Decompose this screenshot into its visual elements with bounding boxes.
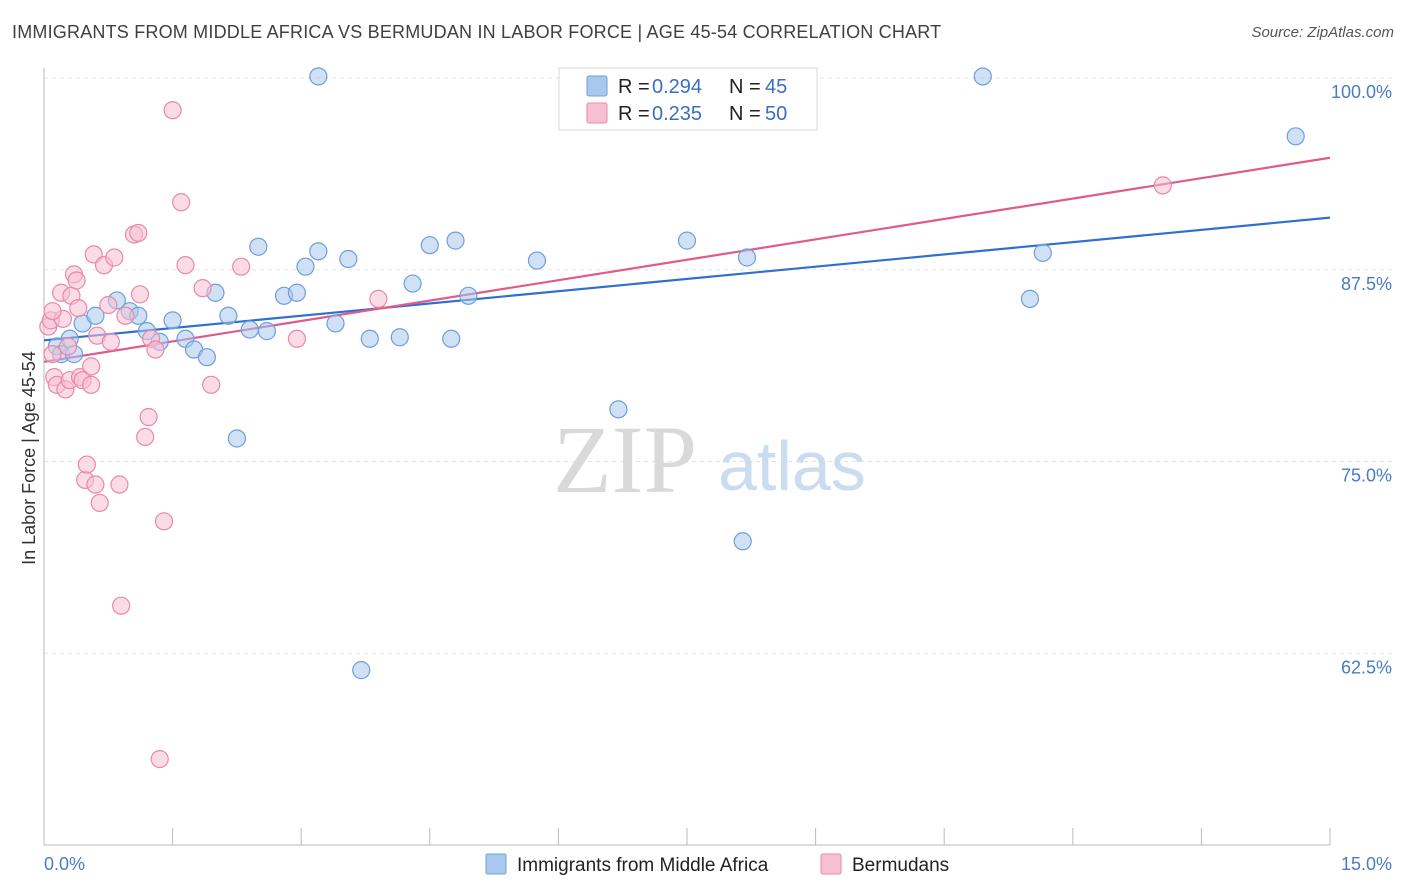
watermark-zip: ZIP <box>553 406 697 513</box>
bottom-legend-label-immigrants: Immigrants from Middle Africa <box>517 855 769 876</box>
point-immigrants-middle-africa <box>326 314 345 333</box>
point-bermudans <box>130 285 150 304</box>
point-immigrants-middle-africa <box>197 348 216 367</box>
point-bermudans <box>67 271 86 290</box>
bottom-legend: Immigrants from Middle Africa Bermudans <box>485 853 949 876</box>
point-bermudans <box>101 332 120 351</box>
point-bermudans <box>154 512 174 531</box>
point-bermudans <box>43 302 62 321</box>
point-bermudans <box>110 475 129 494</box>
watermark: ZIP atlas <box>553 406 866 513</box>
point-immigrants-middle-africa <box>227 429 246 448</box>
point-immigrants-middle-africa <box>296 257 315 276</box>
trend-line-immigrants-middle-africa <box>43 216 1331 342</box>
legend-r-label-immigrants: R = <box>618 76 650 98</box>
point-immigrants-middle-africa <box>309 242 328 261</box>
watermark-atlas: atlas <box>718 427 866 505</box>
bottom-legend-label-bermudans: Bermudans <box>852 855 949 876</box>
point-immigrants-middle-africa <box>1033 243 1052 262</box>
point-bermudans <box>163 101 182 120</box>
point-immigrants-middle-africa <box>219 306 238 325</box>
x-tick-label-min: 0.0% <box>44 854 85 874</box>
point-immigrants-middle-africa <box>420 236 439 255</box>
point-bermudans <box>139 407 158 427</box>
point-immigrants-middle-africa <box>677 231 697 250</box>
legend-n-value-bermudans: 50 <box>765 103 787 125</box>
point-bermudans <box>136 427 155 447</box>
y-tick-label: 62.5% <box>1341 657 1392 677</box>
point-immigrants-middle-africa <box>527 251 547 270</box>
point-bermudans <box>105 248 124 267</box>
point-immigrants-middle-africa <box>309 67 328 86</box>
point-bermudans <box>287 329 307 348</box>
legend-n-value-immigrants: 45 <box>765 76 787 98</box>
data-points <box>39 67 1305 769</box>
point-bermudans <box>86 475 105 494</box>
y-tick-labels: 62.5% 75.0% 87.5% 100.0% <box>1331 82 1392 677</box>
point-bermudans <box>82 357 101 376</box>
point-immigrants-middle-africa <box>446 231 465 250</box>
point-immigrants-middle-africa <box>390 328 409 347</box>
gridlines <box>44 77 1392 654</box>
point-immigrants-middle-africa <box>737 248 757 267</box>
y-tick-label: 100.0% <box>1331 82 1392 102</box>
point-bermudans <box>99 295 118 315</box>
point-bermudans <box>172 193 191 212</box>
legend-r-value-bermudans: 0.235 <box>652 103 702 125</box>
point-bermudans <box>129 223 148 243</box>
point-immigrants-middle-africa <box>733 532 752 551</box>
point-immigrants-middle-africa <box>1286 127 1305 146</box>
point-immigrants-middle-africa <box>352 661 371 680</box>
legend-n-label-bermudans: N = <box>729 103 761 125</box>
point-immigrants-middle-africa <box>249 237 268 256</box>
point-bermudans <box>176 256 195 275</box>
point-immigrants-middle-africa <box>86 306 105 325</box>
point-immigrants-middle-africa <box>240 320 259 339</box>
point-bermudans <box>90 493 109 513</box>
point-immigrants-middle-africa <box>609 400 628 419</box>
bottom-legend-swatch-immigrants <box>485 853 507 875</box>
point-bermudans <box>116 306 135 325</box>
point-immigrants-middle-africa <box>1020 289 1040 308</box>
point-bermudans <box>232 257 251 276</box>
legend-r-value-immigrants: 0.294 <box>652 76 702 98</box>
point-bermudans <box>369 289 388 308</box>
legend-swatch-immigrants <box>586 75 608 97</box>
x-ticks <box>43 828 1331 845</box>
point-bermudans <box>150 749 169 769</box>
y-tick-label: 75.0% <box>1341 466 1392 486</box>
source-label: Source: ZipAtlas.com <box>1251 24 1394 41</box>
point-bermudans <box>77 455 96 474</box>
point-immigrants-middle-africa <box>459 286 478 305</box>
point-immigrants-middle-africa <box>442 329 461 348</box>
point-immigrants-middle-africa <box>403 274 422 293</box>
point-bermudans <box>202 375 221 394</box>
legend-box: R = 0.294 N = 45 R = 0.235 N = 50 <box>558 67 818 131</box>
point-immigrants-middle-africa <box>163 311 182 330</box>
point-bermudans <box>1153 176 1172 195</box>
bottom-legend-swatch-bermudans <box>820 853 842 875</box>
legend-n-label-immigrants: N = <box>729 76 761 98</box>
point-bermudans <box>69 299 88 318</box>
x-tick-label-max: 15.0% <box>1341 854 1392 874</box>
y-tick-label: 87.5% <box>1341 274 1392 294</box>
point-bermudans <box>112 596 131 615</box>
point-bermudans <box>193 279 212 298</box>
y-axis-label: In Labor Force | Age 45-54 <box>19 351 39 565</box>
point-immigrants-middle-africa <box>257 322 277 341</box>
point-bermudans <box>43 345 62 364</box>
legend-swatch-bermudans <box>586 102 608 124</box>
legend-r-label-bermudans: R = <box>618 103 650 125</box>
point-bermudans <box>82 375 101 394</box>
point-immigrants-middle-africa <box>360 329 379 348</box>
point-immigrants-middle-africa <box>287 283 307 302</box>
point-bermudans <box>146 340 165 359</box>
point-immigrants-middle-africa <box>339 249 358 269</box>
point-immigrants-middle-africa <box>973 67 992 86</box>
chart-title: IMMIGRANTS FROM MIDDLE AFRICA VS BERMUDA… <box>12 22 942 42</box>
point-bermudans <box>58 337 78 356</box>
